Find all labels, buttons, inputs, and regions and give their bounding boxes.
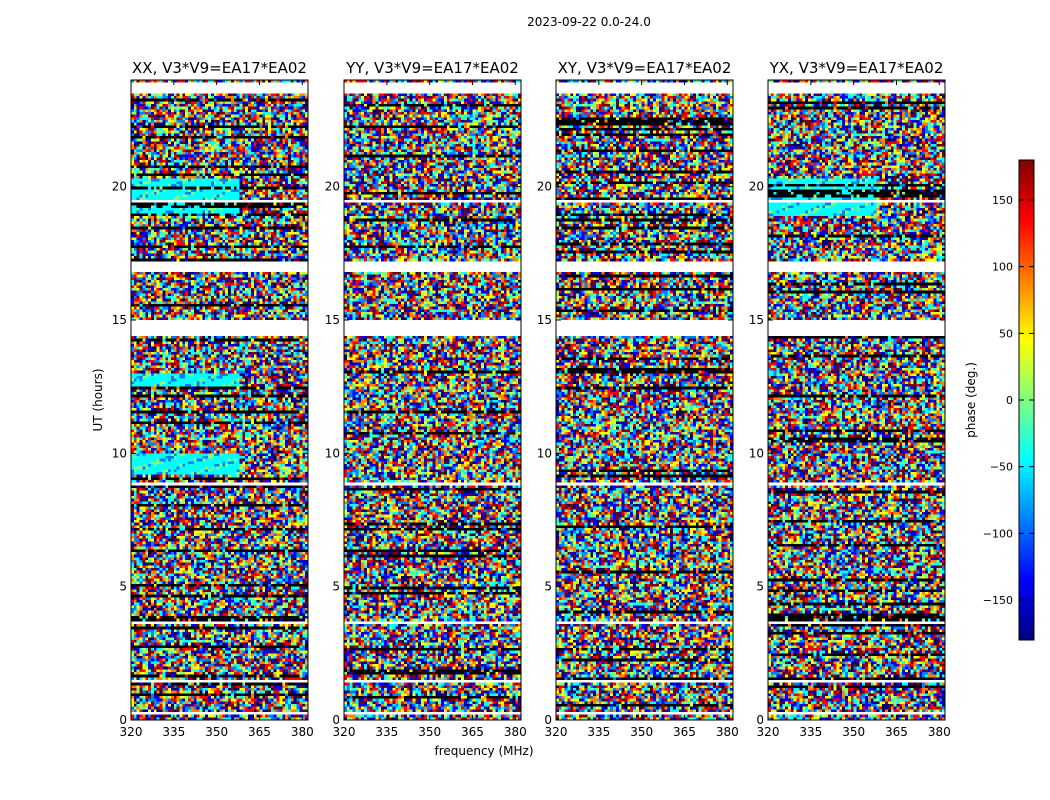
x-tick-label: 365 bbox=[673, 725, 696, 739]
y-tick-label: 0 bbox=[332, 713, 340, 727]
y-tick-label: 15 bbox=[749, 313, 764, 327]
x-tick-label: 380 bbox=[504, 725, 527, 739]
y-tick-label: 10 bbox=[537, 446, 552, 460]
x-tick-label: 350 bbox=[630, 725, 653, 739]
y-tick-label: 10 bbox=[112, 446, 127, 460]
x-tick-label: 365 bbox=[885, 725, 908, 739]
y-tick-label: 10 bbox=[749, 446, 764, 460]
x-tick-label: 335 bbox=[799, 725, 822, 739]
y-tick-label: 15 bbox=[325, 313, 340, 327]
y-tick-label: 15 bbox=[112, 313, 127, 327]
x-tick-label: 335 bbox=[375, 725, 398, 739]
figure-title: 2023-09-22 0.0-24.0 bbox=[527, 15, 651, 29]
panel-title: XY, V3*V9=EA17*EA02 bbox=[558, 59, 732, 77]
colorbar-tick-label: 100 bbox=[992, 261, 1013, 274]
x-tick-label: 380 bbox=[928, 725, 951, 739]
x-tick-label: 365 bbox=[461, 725, 484, 739]
panel-frame bbox=[555, 79, 734, 721]
colorbar-tick-label: −100 bbox=[983, 527, 1013, 540]
heatmap-image bbox=[344, 80, 521, 720]
x-tick-label: 335 bbox=[162, 725, 185, 739]
heatmap-image bbox=[556, 80, 733, 720]
y-tick-label: 15 bbox=[537, 313, 552, 327]
x-tick-label: 320 bbox=[120, 725, 143, 739]
y-tick-label: 5 bbox=[544, 580, 552, 594]
y-tick-label: 5 bbox=[332, 580, 340, 594]
y-axis-label: UT (hours) bbox=[91, 368, 105, 431]
y-tick-label: 20 bbox=[749, 180, 764, 194]
y-tick-label: 0 bbox=[544, 713, 552, 727]
y-tick-label: 5 bbox=[756, 580, 764, 594]
x-tick-label: 365 bbox=[248, 725, 271, 739]
x-tick-label: 350 bbox=[842, 725, 865, 739]
panel-title: YX, V3*V9=EA17*EA02 bbox=[769, 59, 944, 77]
panels: XX, V3*V9=EA17*EA02 320 335 350 365 380 0 5 10 15… bbox=[112, 59, 951, 739]
colorbar-tick-label: −50 bbox=[990, 461, 1013, 474]
y-tick-label: 20 bbox=[537, 180, 552, 194]
x-axis-label: frequency (MHz) bbox=[434, 744, 533, 758]
x-tick-label: 320 bbox=[333, 725, 356, 739]
colorbar-tick-label: 150 bbox=[992, 194, 1013, 207]
x-tick-label: 335 bbox=[587, 725, 610, 739]
y-tick-label: 0 bbox=[119, 713, 127, 727]
heatmap-panel: XY, V3*V9=EA17*EA02 320 335 350 365 380 0 5 10 15… bbox=[537, 59, 739, 739]
panel-title: XX, V3*V9=EA17*EA02 bbox=[132, 59, 307, 77]
y-tick-label: 5 bbox=[119, 580, 127, 594]
heatmap-image bbox=[768, 80, 945, 720]
y-tick-label: 20 bbox=[112, 180, 127, 194]
y-tick-label: 10 bbox=[325, 446, 340, 460]
heatmap-image bbox=[131, 80, 308, 720]
y-tick-label: 20 bbox=[325, 180, 340, 194]
colorbar: −150 −100 −50 0 50 100 150 bbox=[983, 159, 1035, 641]
x-tick-label: 380 bbox=[716, 725, 739, 739]
panel-frame bbox=[130, 79, 309, 721]
y-tick-label: 0 bbox=[756, 713, 764, 727]
panel-title: YY, V3*V9=EA17*EA02 bbox=[345, 59, 519, 77]
colorbar-tick-label: −150 bbox=[983, 594, 1013, 607]
heatmap-panel: YY, V3*V9=EA17*EA02 320 335 350 365 380 0 5 10 15… bbox=[325, 59, 527, 739]
colorbar-tick-label: 0 bbox=[1006, 394, 1013, 407]
panel-frame bbox=[343, 79, 522, 721]
x-tick-label: 380 bbox=[291, 725, 314, 739]
heatmap-panel: YX, V3*V9=EA17*EA02 320 335 350 365 380 0 5 10 15… bbox=[749, 59, 951, 739]
x-tick-label: 320 bbox=[545, 725, 568, 739]
colorbar-tick-label: 50 bbox=[999, 327, 1013, 340]
heatmap-panel: XX, V3*V9=EA17*EA02 320 335 350 365 380 0 5 10 15… bbox=[112, 59, 314, 739]
colorbar-label: phase (deg.) bbox=[964, 362, 978, 438]
panel-frame bbox=[767, 79, 946, 721]
x-tick-label: 320 bbox=[757, 725, 780, 739]
x-tick-label: 350 bbox=[205, 725, 228, 739]
x-tick-label: 350 bbox=[418, 725, 441, 739]
